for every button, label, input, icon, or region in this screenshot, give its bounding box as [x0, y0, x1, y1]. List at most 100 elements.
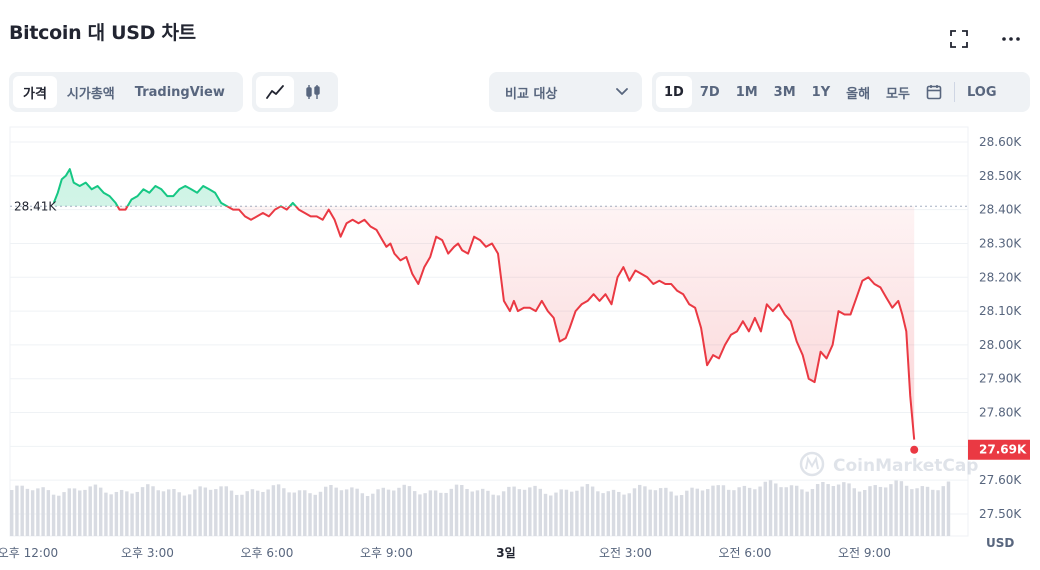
volume-bar	[921, 486, 924, 536]
volume-bar	[696, 489, 699, 536]
volume-bar	[47, 490, 50, 536]
volume-bar	[355, 489, 358, 536]
y-tick-label: 28.50K	[979, 169, 1022, 183]
volume-bar	[89, 486, 92, 536]
x-tick-label: 오전 3:00	[599, 546, 652, 560]
volume-bar	[743, 486, 746, 536]
volume-bar	[753, 489, 756, 536]
volume-bar	[748, 488, 751, 536]
y-tick-label: 27.60K	[979, 473, 1022, 487]
volume-bar	[397, 488, 400, 536]
volume-bar	[450, 489, 453, 536]
volume-bar	[225, 486, 228, 536]
y-unit-label: USD	[986, 536, 1014, 550]
volume-bar	[371, 494, 374, 536]
y-tick-label: 28.20K	[979, 270, 1022, 284]
volume-bar	[429, 490, 432, 536]
volume-bar	[115, 492, 118, 536]
volume-bar	[523, 490, 526, 536]
volume-bar	[20, 486, 23, 536]
volume-bar	[26, 489, 29, 536]
volume-bar	[915, 488, 918, 536]
volume-bar	[293, 493, 296, 536]
volume-bar	[460, 485, 463, 536]
volume-bar	[565, 490, 568, 536]
volume-bar	[544, 494, 547, 536]
volume-bar	[800, 489, 803, 536]
volume-bar	[214, 489, 217, 536]
volume-bar	[94, 485, 97, 536]
volume-bar	[455, 485, 458, 536]
volume-bar	[732, 490, 735, 536]
volume-bar	[41, 487, 44, 536]
volume-bar	[811, 489, 814, 536]
volume-bar	[345, 489, 348, 536]
volume-bar	[350, 487, 353, 536]
volume-bar	[575, 491, 578, 536]
volume-bar	[900, 481, 903, 536]
volume-bar	[282, 488, 285, 536]
volume-bar	[287, 492, 290, 536]
volume-bar	[701, 490, 704, 536]
volume-bar	[633, 488, 636, 536]
volume-bar	[183, 496, 186, 536]
volume-bar	[177, 492, 180, 536]
volume-bar	[512, 487, 515, 536]
current-price-dot	[910, 446, 918, 454]
volume-bar	[340, 490, 343, 536]
volume-bar	[324, 487, 327, 536]
volume-bar	[230, 491, 233, 536]
volume-bar	[246, 491, 249, 536]
volume-bar	[889, 484, 892, 536]
volume-bar	[879, 487, 882, 536]
volume-bar	[130, 494, 133, 536]
volume-bar	[136, 492, 139, 536]
volume-bar	[408, 486, 411, 536]
baseline-label: 28.41K	[14, 199, 57, 213]
volume-bar	[690, 488, 693, 536]
y-tick-label: 28.40K	[979, 203, 1022, 217]
volume-bar	[151, 486, 154, 536]
volume-bar	[403, 485, 406, 536]
volume-bar	[68, 488, 71, 536]
x-tick-label: 오전 6:00	[719, 546, 772, 560]
volume-bar	[528, 487, 531, 536]
volume-bar	[580, 487, 583, 536]
volume-bar	[382, 488, 385, 536]
cmc-logo-mark	[806, 459, 818, 469]
volume-bar	[439, 493, 442, 536]
volume-bar	[319, 492, 322, 536]
volume-bar	[272, 485, 275, 536]
x-tick-label: 오후 3:00	[121, 546, 174, 560]
volume-bar	[884, 487, 887, 536]
volume-bar	[141, 487, 144, 536]
volume-bar	[863, 490, 866, 536]
volume-bar	[204, 488, 207, 536]
volume-bar	[560, 489, 563, 536]
volume-bar	[669, 492, 672, 536]
volume-bar	[146, 484, 149, 536]
y-tick-label: 27.90K	[979, 372, 1022, 386]
volume-bar	[612, 490, 615, 536]
volume-bar	[497, 495, 500, 536]
volume-bar	[266, 489, 269, 536]
volume-bar	[554, 493, 557, 536]
volume-bar	[162, 491, 165, 536]
volume-bar	[78, 490, 81, 536]
volume-bar	[471, 492, 474, 536]
x-tick-label: 3일	[496, 546, 515, 560]
y-tick-label: 28.60K	[979, 135, 1022, 149]
volume-bar	[706, 489, 709, 536]
volume-bar	[910, 489, 913, 536]
volume-bar	[821, 482, 824, 536]
volume-bar	[769, 480, 772, 536]
volume-bar	[109, 494, 112, 536]
volume-bar	[334, 488, 337, 536]
volume-bar	[486, 491, 489, 536]
volume-bar	[816, 484, 819, 536]
volume-bar	[376, 489, 379, 536]
watermark-text: CoinMarketCap	[833, 456, 978, 476]
volume-bar	[418, 494, 421, 536]
